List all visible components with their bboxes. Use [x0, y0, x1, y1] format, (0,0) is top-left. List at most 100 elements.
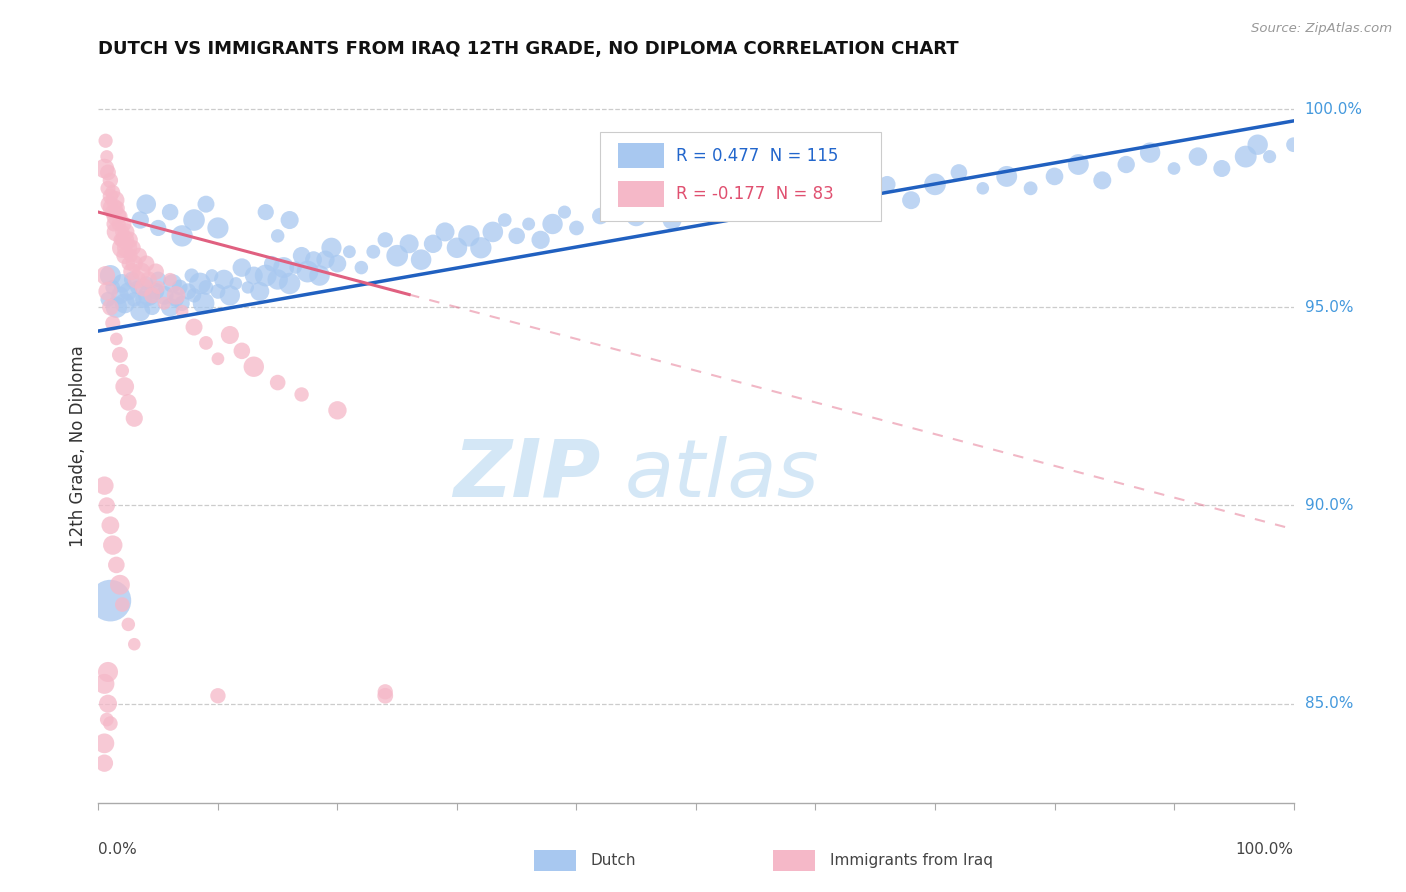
Point	[97, 697, 120, 711]
Point	[118, 233, 141, 247]
Point	[105, 300, 128, 314]
Point	[1234, 150, 1257, 164]
Point	[105, 332, 128, 346]
Point	[114, 379, 136, 393]
Point	[94, 268, 117, 283]
Text: ZIP: ZIP	[453, 435, 600, 514]
Point	[194, 335, 217, 350]
Point	[115, 241, 138, 255]
Point	[96, 499, 118, 513]
Point	[900, 193, 922, 207]
Point	[97, 285, 120, 299]
Point	[350, 260, 373, 275]
Point	[363, 244, 385, 259]
FancyBboxPatch shape	[600, 132, 882, 221]
Bar	[619, 181, 664, 207]
Point	[398, 236, 420, 251]
Point	[124, 411, 146, 425]
Point	[93, 736, 115, 750]
Point	[315, 252, 337, 267]
Point	[1115, 157, 1137, 171]
Point	[122, 241, 145, 255]
Point	[172, 228, 194, 243]
Point	[132, 280, 155, 294]
Point	[108, 288, 131, 302]
Point	[709, 186, 731, 200]
Point	[337, 244, 360, 259]
Point	[121, 272, 143, 286]
Point	[114, 296, 136, 310]
Point	[321, 241, 343, 255]
Point	[273, 260, 295, 275]
Point	[972, 181, 994, 195]
Point	[145, 264, 167, 278]
Point	[948, 165, 970, 179]
Point	[1258, 150, 1281, 164]
Point	[107, 201, 129, 215]
Point	[183, 213, 205, 227]
Text: R = 0.477  N = 115: R = 0.477 N = 115	[676, 146, 838, 164]
Point	[93, 677, 115, 691]
Point	[128, 249, 150, 263]
Point	[98, 716, 122, 731]
Point	[212, 272, 235, 286]
Point	[231, 260, 253, 275]
Point	[225, 277, 247, 291]
Point	[1282, 137, 1305, 152]
Point	[1043, 169, 1066, 184]
Point	[260, 257, 283, 271]
Point	[101, 280, 124, 294]
Point	[290, 387, 312, 401]
Point	[326, 403, 349, 417]
Point	[97, 665, 120, 679]
Point	[162, 277, 184, 291]
Point	[1163, 161, 1185, 176]
Point	[114, 233, 136, 247]
Point	[194, 197, 217, 211]
Point	[254, 205, 277, 219]
Point	[165, 288, 187, 302]
Point	[267, 376, 290, 390]
Point	[374, 685, 396, 699]
Text: Immigrants from Iraq: Immigrants from Iraq	[830, 854, 993, 868]
Point	[117, 257, 139, 271]
Point	[97, 165, 120, 179]
Text: 100.0%: 100.0%	[1305, 102, 1362, 117]
Point	[876, 178, 898, 192]
Point	[97, 181, 120, 195]
Point	[107, 217, 129, 231]
Point	[385, 249, 409, 263]
Point	[98, 189, 122, 203]
Point	[101, 186, 124, 200]
Point	[1091, 173, 1114, 187]
Point	[308, 268, 330, 283]
Point	[114, 249, 136, 263]
Text: 100.0%: 100.0%	[1236, 842, 1294, 856]
Point	[1246, 137, 1268, 152]
Point	[326, 257, 349, 271]
Point	[138, 272, 160, 286]
Point	[132, 293, 155, 307]
Point	[780, 201, 803, 215]
Point	[172, 304, 194, 318]
Point	[96, 150, 118, 164]
Point	[135, 277, 157, 291]
Point	[278, 213, 301, 227]
Point	[101, 201, 124, 215]
Point	[145, 285, 167, 299]
Point	[96, 713, 118, 727]
Point	[422, 236, 444, 251]
Point	[554, 205, 576, 219]
Point	[121, 264, 143, 278]
Text: Dutch: Dutch	[591, 854, 636, 868]
Point	[153, 288, 176, 302]
Point	[120, 249, 142, 263]
Point	[219, 328, 242, 343]
Point	[828, 173, 851, 187]
Point	[129, 304, 152, 318]
Point	[112, 217, 135, 231]
Point	[105, 225, 128, 239]
Point	[236, 280, 259, 294]
Point	[98, 173, 122, 187]
Text: Source: ZipAtlas.com: Source: ZipAtlas.com	[1251, 22, 1392, 36]
